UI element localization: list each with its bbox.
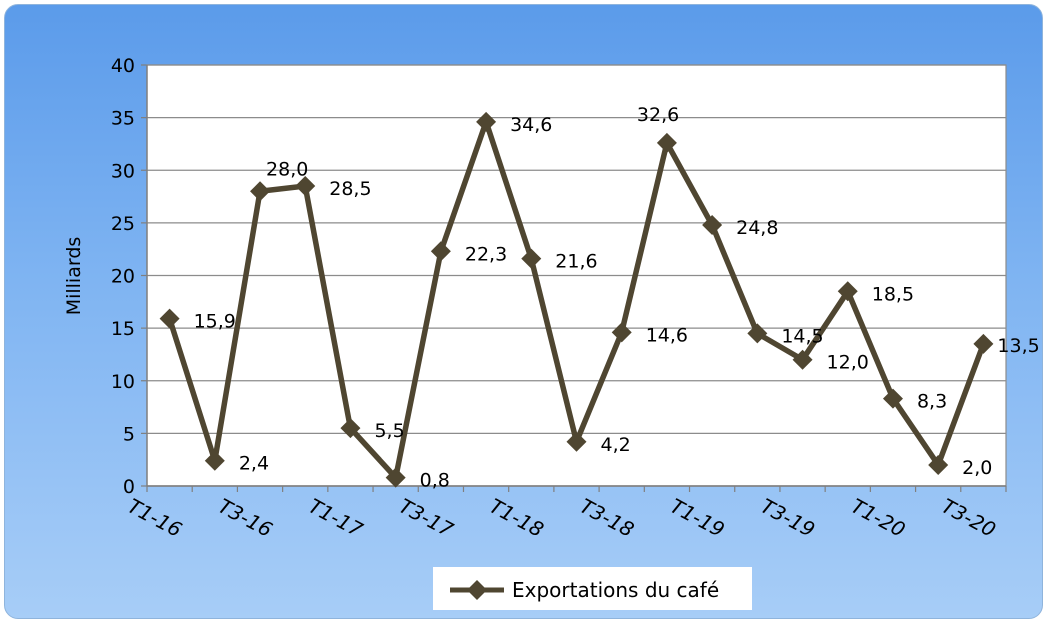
x-tick-label: T3-18 (576, 494, 638, 542)
data-label: 28,0 (266, 158, 308, 180)
legend-label: Exportations du café (512, 578, 719, 602)
data-label: 34,6 (510, 114, 552, 136)
y-tick-label: 40 (111, 55, 135, 77)
x-tick-label: T3-19 (757, 494, 819, 542)
data-point-marker (611, 322, 632, 343)
data-point-marker (340, 418, 361, 439)
data-point-marker (566, 431, 587, 452)
x-tick-label: T1-20 (847, 494, 909, 542)
data-point-marker (792, 349, 813, 370)
data-label: 14,6 (646, 324, 688, 346)
data-point-marker (882, 388, 903, 409)
y-tick-label: 0 (123, 476, 135, 498)
data-label: 18,5 (872, 283, 914, 305)
y-tick-label: 15 (111, 318, 135, 340)
x-tick-label: T1-16 (124, 494, 186, 542)
data-label: 28,5 (329, 178, 371, 200)
x-tick-label: T1-17 (305, 494, 367, 542)
data-point-marker (250, 181, 271, 202)
x-tick-label: T1-19 (666, 494, 728, 542)
data-point-marker (521, 248, 542, 269)
data-point-marker (385, 467, 406, 488)
legend: Exportations du café (433, 567, 752, 610)
y-tick-label: 5 (123, 423, 135, 445)
data-label: 4,2 (601, 434, 631, 456)
data-label: 24,8 (736, 217, 778, 239)
data-point-marker (747, 323, 768, 344)
data-point-marker (702, 214, 723, 235)
data-point-marker (837, 281, 858, 302)
data-label: 2,0 (962, 457, 992, 479)
data-point-marker (656, 132, 677, 153)
y-axis-title: Milliards (63, 237, 85, 316)
data-label: 15,9 (194, 311, 236, 333)
data-point-marker (295, 176, 316, 197)
line-chart: 0 5 10 15 20 25 30 35 40 T1-16 T3-16 T1-17 T3-17 T1-1… (63, 55, 1040, 610)
y-tick-label: 25 (111, 213, 135, 235)
legend-marker (467, 580, 487, 600)
data-label: 32,6 (637, 104, 679, 126)
data-label: 0,8 (420, 470, 450, 492)
y-tick-label: 20 (111, 266, 135, 288)
y-tick-label: 30 (111, 160, 135, 182)
x-tick-label: T3-17 (395, 494, 457, 542)
data-point-marker (973, 333, 994, 354)
data-label: 14,5 (781, 325, 823, 347)
data-point-marker (928, 454, 949, 475)
data-label: 8,3 (917, 391, 947, 413)
data-label: 2,4 (239, 453, 269, 475)
data-point-marker (430, 241, 451, 262)
x-tick-label: T1-18 (486, 494, 548, 542)
x-tick-label: T3-20 (938, 494, 1000, 542)
data-point-marker (476, 111, 497, 132)
chart-frame: 0 5 10 15 20 25 30 35 40 T1-16 T3-16 T1-17 T3-17 T1-1… (4, 4, 1043, 619)
y-tick-label: 35 (111, 108, 135, 130)
data-label: 12,0 (827, 352, 869, 374)
data-label: 5,5 (374, 420, 404, 442)
data-label: 21,6 (555, 251, 597, 273)
data-point-marker (159, 308, 180, 329)
y-tick-label: 10 (111, 371, 135, 393)
x-tick-label: T3-16 (214, 494, 276, 542)
data-label: 13,5 (997, 335, 1039, 357)
data-label: 22,3 (465, 243, 507, 265)
data-point-marker (204, 450, 225, 471)
